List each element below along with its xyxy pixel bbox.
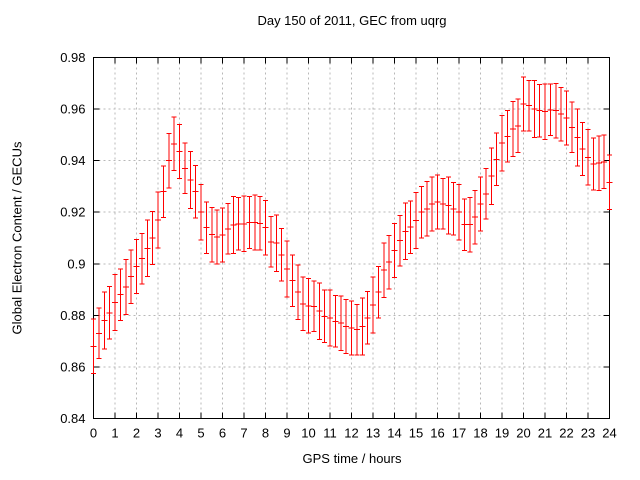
- x-tick-label: 11: [323, 426, 337, 441]
- chart-title: Day 150 of 2011, GEC from uqrg: [257, 13, 447, 28]
- x-tick-label: 21: [538, 426, 552, 441]
- x-tick-label: 3: [154, 426, 161, 441]
- x-tick-label: 12: [344, 426, 358, 441]
- x-tick-label: 10: [301, 426, 315, 441]
- y-tick-label: 0.9: [67, 256, 85, 271]
- x-tick-label: 18: [473, 426, 487, 441]
- x-tick-label: 15: [409, 426, 423, 441]
- y-axis-label: Global Electron Content / GECUs: [9, 141, 25, 335]
- gridlines: [93, 57, 610, 419]
- x-tick-label: 8: [262, 426, 269, 441]
- y-tick-label: 0.88: [60, 308, 85, 323]
- x-tick-label: 6: [219, 426, 226, 441]
- x-tick-label: 1: [111, 426, 118, 441]
- y-tick-label: 0.94: [60, 153, 85, 168]
- x-tick-label: 7: [240, 426, 247, 441]
- x-tick-label: 0: [90, 426, 97, 441]
- x-tick-label: 4: [176, 426, 183, 441]
- x-tick-label: 13: [366, 426, 380, 441]
- error-bar-series: [90, 76, 613, 374]
- y-tick-label: 0.96: [60, 102, 85, 117]
- x-tick-label: 5: [197, 426, 204, 441]
- x-tick-label: 14: [387, 426, 401, 441]
- x-tick-label: 9: [283, 426, 290, 441]
- x-tick-label: 20: [516, 426, 530, 441]
- y-tick-label: 0.84: [60, 411, 85, 426]
- x-tick-label: 16: [430, 426, 444, 441]
- x-tick-label: 22: [559, 426, 573, 441]
- x-tick-label: 24: [602, 426, 616, 441]
- x-axis-label: GPS time / hours: [302, 451, 402, 466]
- y-tick-label: 0.92: [60, 205, 85, 220]
- y-tick-label: 0.86: [60, 359, 85, 374]
- y-tick-label: 0.98: [60, 50, 85, 65]
- x-tick-label: 19: [495, 426, 509, 441]
- x-tick-label: 17: [452, 426, 466, 441]
- x-tick-label: 23: [581, 426, 595, 441]
- axis-ticks: [93, 57, 610, 419]
- x-tick-label: 2: [133, 426, 140, 441]
